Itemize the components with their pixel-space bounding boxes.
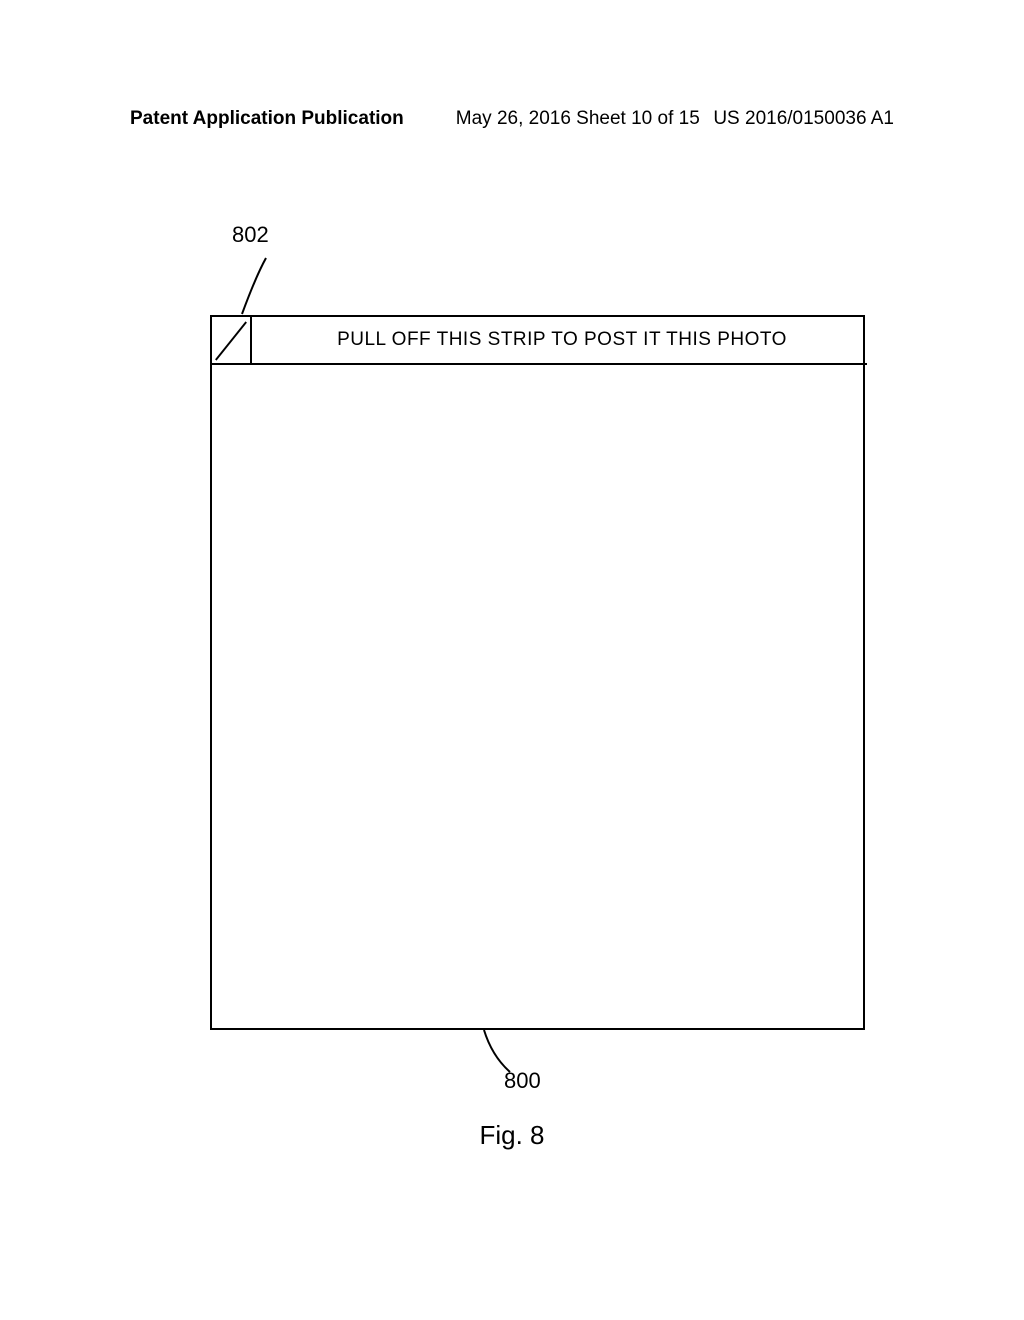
header-publication: Patent Application Publication	[130, 108, 404, 130]
figure-label: Fig. 8	[0, 1120, 1024, 1151]
pull-tab	[212, 317, 252, 365]
figure-diagram: PULL OFF THIS STRIP TO POST IT THIS PHOT…	[210, 260, 865, 1030]
header-pub-number: US 2016/0150036 A1	[713, 108, 894, 130]
strip-instruction-text: PULL OFF THIS STRIP TO POST IT THIS PHOT…	[262, 329, 862, 351]
reference-numeral-802: 802	[232, 222, 269, 248]
pull-strip: PULL OFF THIS STRIP TO POST IT THIS PHOT…	[212, 317, 867, 365]
photo-body-rect: PULL OFF THIS STRIP TO POST IT THIS PHOT…	[210, 315, 865, 1030]
header-date-sheet: May 26, 2016 Sheet 10 of 15	[456, 108, 700, 130]
page-header: Patent Application Publication May 26, 2…	[0, 108, 1024, 130]
reference-numeral-800: 800	[504, 1068, 541, 1094]
